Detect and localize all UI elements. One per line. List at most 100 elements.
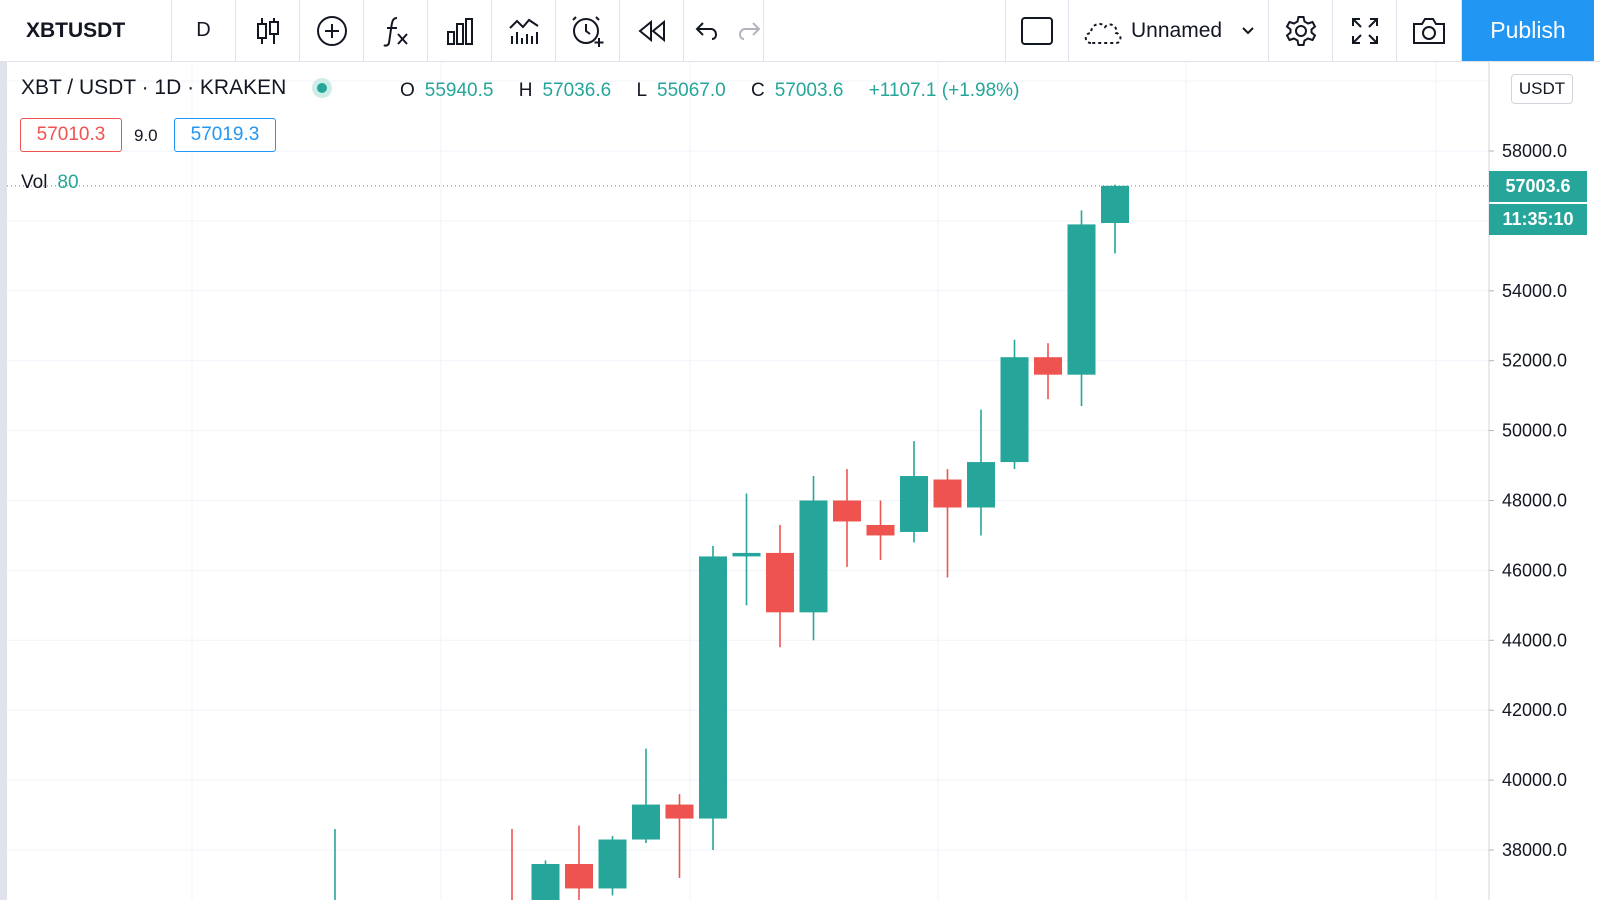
price-tick-label: 44000.0 [1502,630,1567,650]
candle [1034,343,1062,400]
volume-label: Vol [21,172,48,193]
candle [1000,339,1029,470]
indicators-button[interactable] [364,0,428,61]
publish-button[interactable]: Publish [1462,0,1594,61]
candle [766,524,794,648]
fullscreen-button[interactable] [1333,0,1397,61]
financials-button[interactable] [428,0,492,61]
chevron-down-icon [1242,26,1254,34]
candle [866,500,895,560]
undo-button[interactable] [684,0,732,61]
open-label: O [400,80,415,101]
candle [1101,184,1129,254]
candle [833,469,861,567]
close-value: 57003.6 [774,80,844,101]
market-open-dot-icon [312,78,333,98]
candle [1067,210,1096,407]
candle [699,545,727,850]
candle [665,794,694,878]
left-panel-strip [0,62,7,900]
candle-body [900,476,928,532]
price-tick-label: 48000.0 [1502,491,1567,511]
candle-body [766,552,794,613]
snapshot-button[interactable] [1397,0,1462,61]
candle-body [632,804,660,840]
compare-button[interactable] [300,0,364,61]
templates-button[interactable] [492,0,556,61]
buy-button[interactable]: 57019.3 [174,118,276,152]
candle [933,469,962,578]
price-tick-label: 58000.0 [1502,141,1567,161]
candles [334,184,1129,900]
candle-body [1101,185,1129,223]
low-label: L [636,80,648,101]
indicators-icon [382,16,408,47]
fullscreen-icon [1351,17,1378,44]
settings-icon [1285,15,1316,46]
symbol-title: XBT / USDT · 1D · KRAKEN [21,76,287,99]
high-label: H [518,80,533,101]
candle-body [799,500,828,613]
high-value: 57036.6 [542,80,612,101]
candle-body [1000,357,1029,463]
symbol-search-button[interactable]: XBTUSDT [0,0,172,61]
layout-button[interactable] [1005,0,1069,61]
candle-body [598,839,627,889]
change-value: +1107.1 (+1.98%) [868,80,1020,101]
candle [598,836,627,896]
camera-icon [1413,17,1445,44]
candle-body [833,500,861,522]
candle [632,748,660,844]
candle-body [866,524,895,536]
redo-icon [738,21,760,40]
candle-body [967,462,995,508]
alert-icon [571,15,603,47]
candle-body [1034,357,1062,375]
chart-type-button[interactable] [236,0,300,61]
candle [565,825,593,900]
symbol-legend[interactable]: XBT / USDT · 1D · KRAKEN [21,76,333,100]
volume-legend[interactable]: Vol 80 [21,172,79,194]
financials-icon [446,17,473,45]
candle-body [1067,224,1096,375]
last-price-label: 57003.6 [1489,171,1587,202]
undo-icon [695,21,717,40]
price-tick-label: 40000.0 [1502,770,1567,790]
settings-button[interactable] [1269,0,1333,61]
candle-body [699,556,727,819]
spread-value: 9.0 [134,126,158,145]
bar-countdown-label: 11:35:10 [1489,204,1587,235]
add-compare-icon [316,15,347,46]
candles-icon [256,17,279,44]
layout-icon [1021,16,1053,45]
candle-body [732,552,761,557]
candle-body [565,863,593,889]
templates-icon [508,18,539,44]
replay-button[interactable] [620,0,684,61]
replay-icon [637,19,665,42]
candle [900,441,928,543]
ohlc-values: O 55940.5 H 57036.6 L 55067.0 C 57003.6 +110… [400,80,1029,102]
candle [732,493,761,606]
top-toolbar: XBTUSDT D [0,0,1600,62]
price-tick-label: 42000.0 [1502,700,1567,720]
alert-button[interactable] [556,0,620,61]
cloud-icon [1084,22,1122,44]
sell-button[interactable]: 57010.3 [20,118,122,152]
chart-grid [7,62,1489,900]
layout-name: Unnamed [1131,18,1223,42]
interval-button[interactable]: D [172,0,236,61]
redo-button[interactable] [732,0,764,61]
candle-body [933,479,962,508]
candle-body [531,863,560,900]
low-value: 55067.0 [657,80,726,101]
candle [967,409,995,536]
open-value: 55940.5 [424,80,494,101]
layout-name-button[interactable]: Unnamed [1069,0,1269,61]
currency-unit-button[interactable]: USDT [1511,74,1573,104]
price-tick-label: 54000.0 [1502,281,1567,301]
candle-body [665,804,694,819]
price-tick-label: 50000.0 [1502,421,1567,441]
close-label: C [751,80,765,101]
